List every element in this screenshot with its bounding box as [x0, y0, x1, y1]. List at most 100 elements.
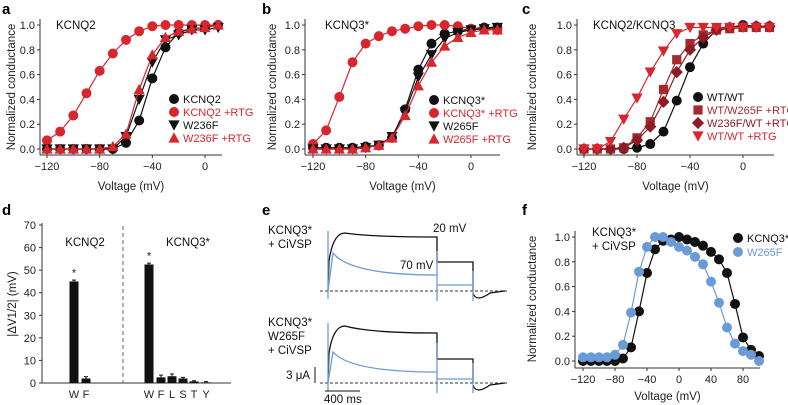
- x-axis-label: Voltage (mV): [642, 181, 709, 193]
- data-point: [412, 80, 424, 91]
- data-point: [186, 23, 198, 34]
- data-point: [360, 38, 371, 49]
- data-point: [697, 31, 710, 44]
- x-tick-label: −80: [356, 161, 375, 173]
- data-point: [478, 24, 490, 35]
- data-point: [618, 114, 630, 125]
- legend-entry: KCNQ3* +RTG: [443, 108, 518, 120]
- x-tick-label: 80: [737, 374, 749, 386]
- voltage-label-70mV: 70 mV: [400, 260, 434, 272]
- x-tick-label: −40: [681, 161, 700, 173]
- data-point: [684, 22, 696, 34]
- x-axis-label: Voltage (mV): [634, 391, 701, 403]
- data-point: [724, 22, 736, 34]
- data-point: [674, 241, 684, 252]
- x-axis-label: Voltage (mV): [98, 181, 165, 193]
- data-point: [634, 266, 644, 277]
- chart-panel-f: [572, 231, 764, 371]
- legend-entry: KCNQ3*: [443, 95, 486, 107]
- x-category-label: F: [83, 389, 90, 401]
- y-tick-label: 30: [24, 310, 36, 322]
- data-point: [333, 143, 345, 154]
- y-tick-label: 0.4: [285, 94, 300, 106]
- data-point: [80, 143, 93, 154]
- y-axis-label: Normalized conductance: [6, 24, 18, 151]
- y-tick-label: 0.0: [20, 144, 35, 156]
- chart-title: KCNQ3*: [592, 227, 637, 239]
- data-point: [698, 240, 708, 251]
- data-point: [360, 142, 372, 153]
- x-category-label: L: [169, 389, 175, 401]
- panel-letter: f: [522, 202, 528, 219]
- x-tick-label: −120: [572, 161, 597, 173]
- data-point: [626, 307, 636, 318]
- x-tick-label: −120: [571, 374, 596, 386]
- x-category-label: W: [69, 389, 80, 401]
- group-label: KCNQ2: [65, 237, 105, 249]
- significance-star: *: [147, 251, 152, 263]
- data-point: [452, 31, 464, 42]
- legend-marker: [428, 121, 440, 132]
- legend-marker: [691, 116, 705, 130]
- data-point: [173, 25, 185, 36]
- legend-entry: W236F/WT +RTG: [707, 118, 788, 130]
- data-point: [670, 66, 683, 79]
- x-axis-label: Voltage (mV): [369, 181, 436, 193]
- data-point: [604, 142, 617, 156]
- panel-letter: b: [262, 1, 271, 18]
- y-tick-label: 10: [24, 355, 36, 367]
- legend-marker: [693, 105, 703, 115]
- data-point: [642, 241, 652, 252]
- data-point: [683, 43, 697, 56]
- legend-marker: [693, 92, 703, 102]
- data-point: [94, 143, 106, 154]
- legend-marker: [428, 133, 440, 144]
- legend-marker: [429, 108, 439, 118]
- data-point: [685, 62, 695, 73]
- data-point: [173, 20, 184, 30]
- y-tick-label: 0.4: [555, 306, 570, 318]
- y-tick-label: 0.8: [20, 45, 35, 57]
- data-point: [697, 22, 709, 34]
- data-point: [750, 22, 762, 34]
- data-point: [737, 22, 749, 34]
- y-axis-label: |ΔV1/2| (mV): [7, 271, 19, 337]
- y-tick-label: 1.0: [285, 20, 300, 32]
- bar: [189, 381, 199, 383]
- data-point: [671, 95, 682, 106]
- data-point: [690, 251, 700, 262]
- legend-entry: WT/WT +RTG: [707, 131, 777, 143]
- y-tick-label: 0.6: [20, 70, 35, 82]
- y-tick-label: 60: [24, 243, 36, 255]
- data-point: [578, 352, 588, 363]
- y-tick-label: 0.8: [557, 45, 572, 57]
- data-point: [645, 139, 656, 150]
- y-tick-label: 20: [24, 333, 36, 345]
- legend-entry: KCNQ2: [183, 94, 221, 106]
- y-tick-label: 0.4: [557, 94, 572, 106]
- data-point: [41, 143, 53, 154]
- y-axis-label: Normalized conductance: [527, 24, 539, 151]
- data-point: [658, 126, 669, 137]
- data-point: [710, 22, 723, 34]
- y-tick-label: 0.8: [555, 257, 570, 269]
- trace-label: W265F: [268, 331, 305, 343]
- data-point: [730, 298, 740, 309]
- legend-entry: KCNQ3*: [747, 233, 788, 245]
- data-point: [602, 352, 612, 363]
- legend-entry: W265F: [747, 247, 783, 259]
- y-tick-label: 0.0: [555, 356, 570, 368]
- y-tick-label: 50: [24, 265, 36, 277]
- data-point: [147, 73, 158, 84]
- x-tick-label: 0: [468, 161, 474, 173]
- y-tick-label: 0.6: [285, 70, 300, 82]
- y-tick-label: 0.2: [20, 119, 35, 131]
- data-point: [465, 26, 477, 38]
- data-point: [81, 88, 92, 99]
- data-point: [672, 55, 682, 65]
- trace-70mV: [327, 231, 474, 301]
- x-tick-label: −120: [35, 161, 60, 173]
- data-point: [94, 65, 105, 76]
- data-point: [386, 132, 398, 143]
- data-point: [682, 234, 692, 245]
